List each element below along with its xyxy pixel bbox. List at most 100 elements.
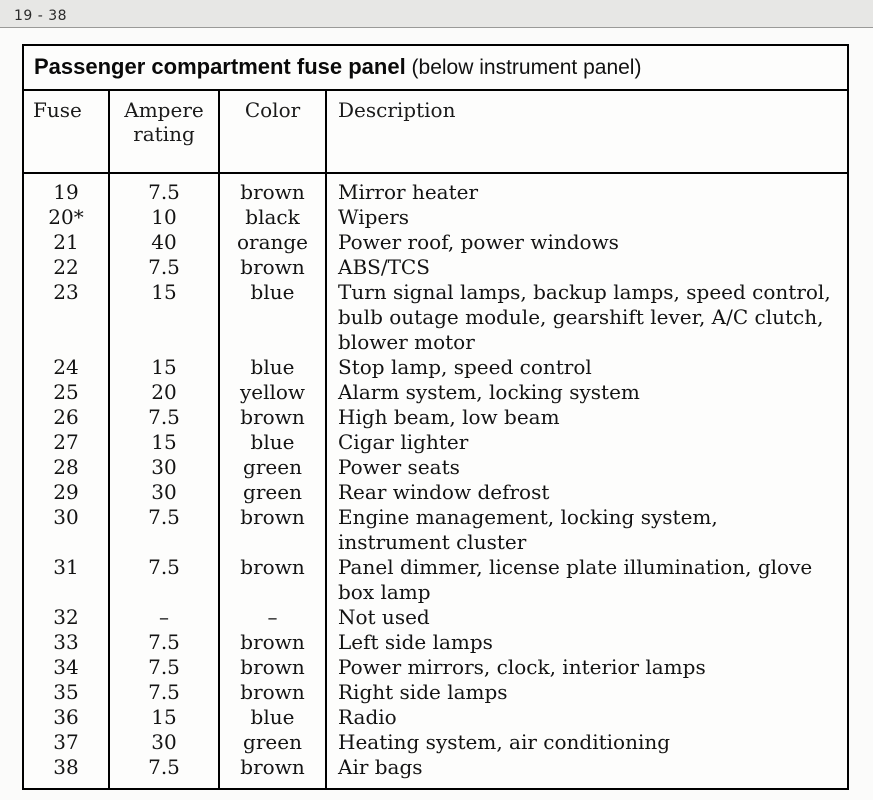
ampere-rating-cell: 7.5 (109, 405, 220, 430)
column-header-description: Description (326, 90, 849, 174)
header-rule (0, 27, 873, 28)
description-cell: Wipers (338, 205, 410, 229)
fuse-number-cell: 33 (23, 630, 110, 655)
fuse-number-cell: 26 (23, 405, 110, 430)
ampere-rating-cell: 7.5 (109, 505, 220, 555)
description-cell: ABS/TCS (338, 255, 430, 279)
table-row: 29 30 green Rear window defrost (23, 480, 848, 505)
table-row: 23 15 blue Turn signal lamps, backup lam… (23, 280, 848, 355)
description-cell: Turn signal lamps, backup lamps, speed c… (338, 280, 831, 354)
table-title-bold: Passenger compartment fuse panel (34, 54, 406, 79)
fuse-number-cell: 36 (23, 705, 110, 730)
fuse-color-cell: green (219, 730, 327, 755)
description-cell: Power seats (338, 455, 460, 479)
fuse-number-cell: 21 (23, 230, 110, 255)
fuse-color-cell: brown (219, 655, 327, 680)
fuse-color-cell: brown (219, 555, 327, 605)
ampere-rating-cell: 20 (109, 380, 220, 405)
column-header-fuse: Fuse (23, 90, 110, 174)
fuse-number-cell: 29 (23, 480, 110, 505)
description-cell: Alarm system, locking system (338, 380, 640, 404)
description-cell: Mirror heater (338, 180, 479, 204)
table-row: 24 15 blue Stop lamp, speed control (23, 355, 848, 380)
description-cell: High beam, low beam (338, 405, 560, 429)
fuse-color-cell: yellow (219, 380, 327, 405)
table-row: 34 7.5 brown Power mirrors, clock, inter… (23, 655, 848, 680)
ampere-rating-cell: 30 (109, 480, 220, 505)
fuse-color-cell: brown (219, 755, 327, 789)
fuse-number-cell: 27 (23, 430, 110, 455)
ampere-rating-cell: 7.5 (109, 680, 220, 705)
ampere-rating-cell: 7.5 (109, 655, 220, 680)
table-title-normal: (below instrument panel) (405, 56, 642, 79)
fuse-number-cell: 37 (23, 730, 110, 755)
table-row: 21 40 orange Power roof, power windows (23, 230, 848, 255)
description-cell: Cigar lighter (338, 430, 469, 454)
ampere-rating-cell: 30 (109, 730, 220, 755)
description-cell: Left side lamps (338, 630, 493, 654)
fuse-number-cell: 28 (23, 455, 110, 480)
fuse-number-cell: 22 (23, 255, 110, 280)
fuse-table-body: 19 7.5 brown Mirror heater 20* 10 black … (23, 173, 848, 789)
ampere-rating-cell: 30 (109, 455, 220, 480)
table-row: 26 7.5 brown High beam, low beam (23, 405, 848, 430)
description-cell: Panel dimmer, license plate illumination… (338, 555, 813, 604)
table-row: 27 15 blue Cigar lighter (23, 430, 848, 455)
table-row: 32 – – Not used (23, 605, 848, 630)
fuse-color-cell: blue (219, 705, 327, 730)
ampere-rating-cell: 7.5 (109, 173, 220, 205)
fuse-number-cell: 30 (23, 505, 110, 555)
fuse-color-cell: blue (219, 430, 327, 455)
table-row: 36 15 blue Radio (23, 705, 848, 730)
description-cell: Not used (338, 605, 430, 629)
fuse-number-cell: 23 (23, 280, 110, 355)
ampere-rating-cell: 7.5 (109, 555, 220, 605)
table-row: 33 7.5 brown Left side lamps (23, 630, 848, 655)
table-row: 35 7.5 brown Right side lamps (23, 680, 848, 705)
fuse-color-cell: brown (219, 255, 327, 280)
fuse-color-cell: brown (219, 680, 327, 705)
fuse-color-cell: brown (219, 405, 327, 430)
column-header-ampere-rating: Ampere rating (109, 90, 220, 174)
manual-page: Passenger compartment fuse panel (below … (0, 28, 873, 800)
fuse-color-cell: black (219, 205, 327, 230)
fuse-color-cell: brown (219, 173, 327, 205)
fuse-number-cell: 38 (23, 755, 110, 789)
ampere-rating-cell: 10 (109, 205, 220, 230)
fuse-number-cell: 20* (23, 205, 110, 230)
ampere-rating-cell: – (109, 605, 220, 630)
ampere-rating-cell: 15 (109, 355, 220, 380)
table-row: 37 30 green Heating system, air conditio… (23, 730, 848, 755)
fuse-number-cell: 24 (23, 355, 110, 380)
table-row: 20* 10 black Wipers (23, 205, 848, 230)
fuse-number-cell: 32 (23, 605, 110, 630)
column-header-color: Color (219, 90, 327, 174)
fuse-color-cell: green (219, 455, 327, 480)
fuse-color-cell: orange (219, 230, 327, 255)
description-cell: Rear window defrost (338, 480, 550, 504)
table-row: 31 7.5 brown Panel dimmer, license plate… (23, 555, 848, 605)
ampere-rating-cell: 15 (109, 705, 220, 730)
description-cell: Air bags (338, 755, 423, 779)
table-title: Passenger compartment fuse panel (below … (23, 45, 849, 91)
description-cell: Heating system, air conditioning (338, 730, 671, 754)
fuse-color-cell: blue (219, 280, 327, 355)
description-cell: Power roof, power windows (338, 230, 619, 254)
fuse-color-cell: – (219, 605, 327, 630)
ampere-rating-cell: 15 (109, 430, 220, 455)
ampere-rating-cell: 40 (109, 230, 220, 255)
description-cell: Stop lamp, speed control (338, 355, 592, 379)
fuse-panel-table: Passenger compartment fuse panel (below … (22, 44, 850, 790)
description-cell: Engine management, locking system, instr… (338, 505, 718, 554)
ampere-rating-cell: 7.5 (109, 255, 220, 280)
fuse-color-cell: green (219, 480, 327, 505)
fuse-color-cell: brown (219, 505, 327, 555)
description-cell: Right side lamps (338, 680, 508, 704)
table-title-row: Passenger compartment fuse panel (below … (23, 45, 849, 91)
page-header: 19 - 38 (0, 0, 873, 27)
ampere-rating-cell: 15 (109, 280, 220, 355)
ampere-rating-cell: 7.5 (109, 755, 220, 789)
table-row: 30 7.5 brown Engine management, locking … (23, 505, 848, 555)
table-row: 25 20 yellow Alarm system, locking syste… (23, 380, 848, 405)
fuse-number-cell: 35 (23, 680, 110, 705)
